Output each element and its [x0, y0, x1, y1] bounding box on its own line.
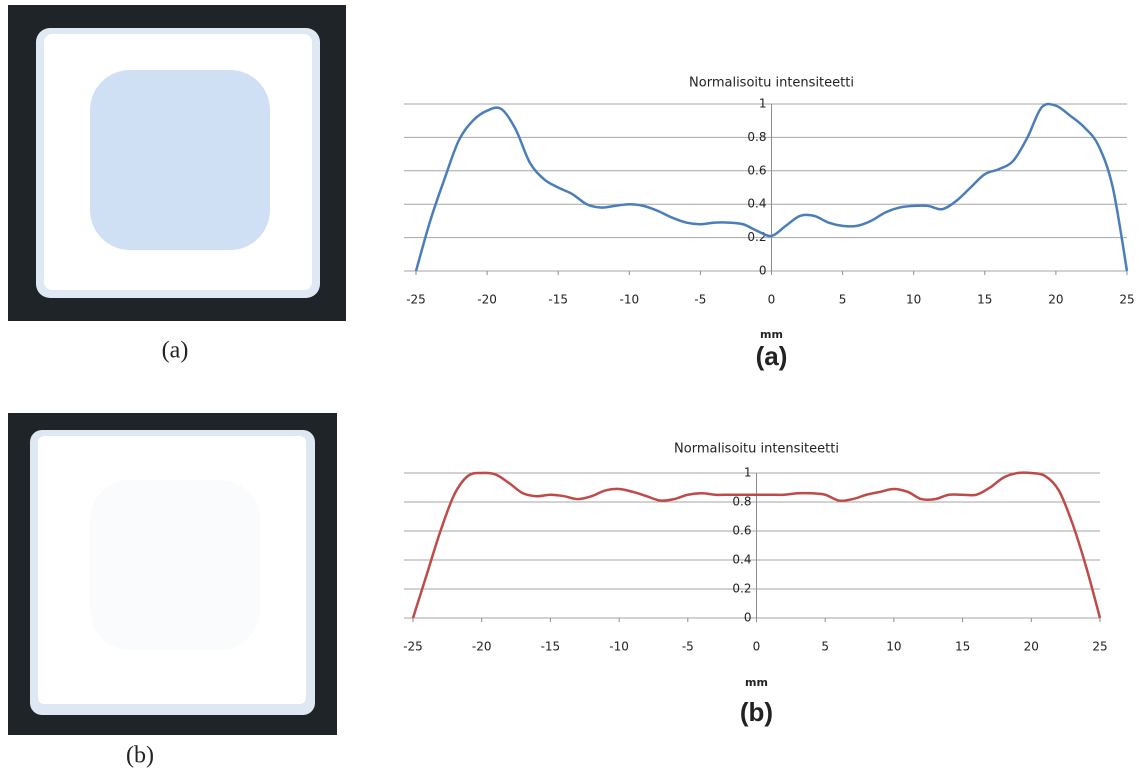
y-tick-label: 0.4: [747, 197, 766, 211]
y-tick-label: 0.8: [732, 495, 751, 509]
y-tick-label: 0: [744, 611, 752, 625]
x-tick-label: 15: [955, 640, 970, 654]
photo-b: [8, 413, 337, 735]
x-tick-label: 10: [906, 293, 921, 307]
x-tick-label: 20: [1048, 293, 1063, 307]
x-tick-label: -5: [682, 640, 694, 654]
y-tick-label: 0: [759, 264, 767, 278]
photo-a: [8, 5, 346, 321]
x-axis-label: mm: [745, 676, 768, 689]
data-line: [414, 102, 1129, 272]
chart-title: Normalisoitu intensiteetti: [674, 442, 839, 457]
y-tick-label: 0.2: [732, 582, 751, 596]
x-tick-label: 5: [821, 640, 829, 654]
x-tick-label: -10: [619, 293, 639, 307]
photo-caption: (b): [126, 743, 154, 769]
x-tick-label: -15: [548, 293, 568, 307]
y-tick-label: 0.8: [747, 130, 766, 144]
y-tick-label: 1: [744, 466, 752, 480]
photo-caption: (a): [162, 338, 189, 364]
x-tick-label: 25: [1092, 640, 1107, 654]
x-tick-label: -15: [541, 640, 561, 654]
data-line: [411, 471, 1102, 619]
x-axis-label: mm: [760, 328, 783, 341]
y-tick-label: 0.2: [747, 230, 766, 244]
x-tick-label: -20: [477, 293, 497, 307]
chart-title: Normalisoitu intensiteetti: [689, 76, 854, 91]
x-tick-label: -25: [406, 293, 426, 307]
y-tick-label: 0.6: [732, 524, 751, 538]
x-tick-label: 20: [1024, 640, 1039, 654]
x-tick-label: -20: [472, 640, 492, 654]
y-tick-label: 0.4: [732, 553, 751, 567]
x-tick-label: 15: [977, 293, 992, 307]
y-tick-label: 0.6: [747, 163, 766, 177]
x-tick-label: 0: [753, 640, 761, 654]
y-tick-label: 1: [759, 97, 767, 111]
x-tick-label: 10: [886, 640, 901, 654]
x-tick-label: 25: [1119, 293, 1134, 307]
x-tick-label: 0: [768, 293, 776, 307]
chart-caption: (a): [756, 341, 788, 371]
x-tick-label: 5: [839, 293, 847, 307]
x-tick-label: -10: [609, 640, 629, 654]
x-tick-label: -5: [694, 293, 706, 307]
chart-caption: (b): [740, 697, 773, 727]
x-tick-label: -25: [403, 640, 423, 654]
